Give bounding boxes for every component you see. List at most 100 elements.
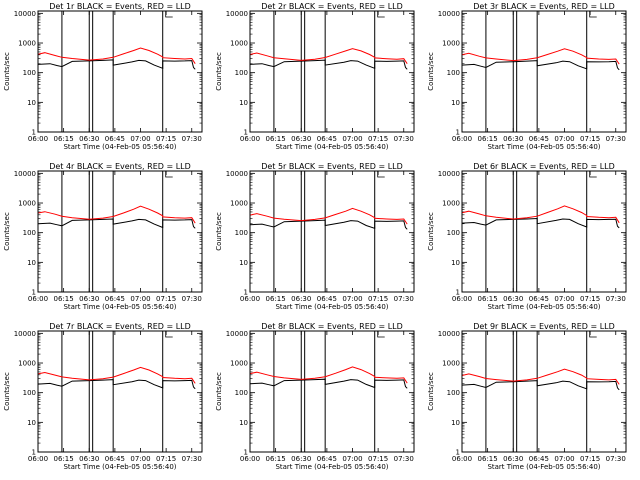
- x-tick-label: 07:30: [606, 135, 626, 143]
- y-tick-label: 1: [456, 129, 460, 137]
- chart-title: Det 3r BLACK = Events, RED = LLD: [473, 2, 615, 11]
- x-tick-label: 07:00: [130, 135, 150, 143]
- x-tick-label: 07:00: [554, 455, 574, 463]
- y-tick-label: 1: [244, 129, 248, 137]
- y-tick-label: 10: [239, 99, 248, 107]
- x-tick-label: 06:00: [240, 455, 260, 463]
- y-tick-label: 100: [447, 69, 460, 77]
- chart-panel: Det 9r BLACK = Events, RED = LLD Counts/s…: [427, 322, 627, 471]
- chart-title: Det 5r BLACK = Events, RED = LLD: [261, 162, 403, 171]
- interval-bracket: [377, 171, 385, 178]
- events-rate-line: [249, 378, 408, 389]
- lld-rate-line: [461, 205, 620, 224]
- x-tick-label: 06:45: [105, 295, 125, 303]
- x-tick-label: 07:15: [368, 455, 388, 463]
- y-tick-label: 1000: [442, 360, 460, 368]
- chart-panel: Det 5r BLACK = Events, RED = LLD Counts/s…: [215, 162, 415, 311]
- chart-panel: Det 8r BLACK = Events, RED = LLD Counts/s…: [215, 322, 415, 471]
- x-axis-label: Start Time (04-Feb-05 05:56:40): [487, 463, 600, 471]
- y-tick-label: 10: [239, 419, 248, 427]
- x-tick-label: 06:30: [79, 455, 99, 463]
- x-tick-label: 06:30: [291, 295, 311, 303]
- y-tick-label: 100: [23, 69, 36, 77]
- plot-frame: [37, 170, 203, 293]
- events-rate-line: [249, 59, 408, 70]
- y-tick-label: 1: [32, 129, 36, 137]
- x-tick-label: 07:30: [394, 455, 414, 463]
- x-tick-label: 06:30: [291, 455, 311, 463]
- y-tick-label: 1000: [230, 40, 248, 48]
- chart-title: Det 9r BLACK = Events, RED = LLD: [473, 322, 615, 331]
- x-tick-label: 06:15: [478, 135, 498, 143]
- x-tick-label: 07:30: [394, 135, 414, 143]
- x-tick-label: 07:30: [182, 455, 202, 463]
- x-tick-label: 06:45: [317, 135, 337, 143]
- y-tick-label: 1: [32, 289, 36, 297]
- y-tick-label: 10000: [14, 330, 36, 338]
- y-tick-label: 1: [244, 289, 248, 297]
- lld-rate-line: [249, 48, 408, 64]
- y-tick-label: 10: [239, 259, 248, 267]
- interval-bracket: [377, 331, 385, 338]
- y-tick-label: 1000: [18, 360, 36, 368]
- x-tick-label: 06:15: [478, 455, 498, 463]
- y-axis-label: Counts/sec: [215, 212, 223, 251]
- y-tick-label: 1: [244, 449, 248, 457]
- chart-title: Det 2r BLACK = Events, RED = LLD: [261, 2, 403, 11]
- plot-frame: [37, 10, 203, 133]
- chart-title: Det 8r BLACK = Events, RED = LLD: [261, 322, 403, 331]
- events-rate-line: [37, 379, 196, 390]
- y-tick-label: 10: [27, 419, 36, 427]
- y-axis-label: Counts/sec: [427, 372, 435, 411]
- x-axis-label: Start Time (04-Feb-05 05:56:40): [487, 143, 600, 151]
- x-tick-label: 07:00: [342, 455, 362, 463]
- x-tick-label: 06:45: [317, 455, 337, 463]
- x-tick-label: 06:45: [529, 295, 549, 303]
- x-tick-label: 06:00: [240, 295, 260, 303]
- x-tick-label: 06:45: [529, 455, 549, 463]
- x-tick-label: 06:00: [452, 295, 472, 303]
- x-tick-label: 06:00: [28, 455, 48, 463]
- x-tick-label: 06:15: [478, 295, 498, 303]
- y-tick-label: 100: [23, 389, 36, 397]
- lld-rate-line: [461, 368, 620, 385]
- events-rate-line: [461, 217, 620, 229]
- x-tick-label: 07:15: [580, 135, 600, 143]
- x-tick-label: 07:15: [368, 295, 388, 303]
- plot-frame: [249, 170, 415, 293]
- y-tick-label: 10000: [438, 330, 460, 338]
- chart-panel: Det 2r BLACK = Events, RED = LLD Counts/s…: [215, 2, 415, 151]
- x-tick-label: 07:15: [156, 135, 176, 143]
- y-tick-label: 10: [27, 259, 36, 267]
- x-tick-label: 07:00: [554, 135, 574, 143]
- chart-panel: Det 4r BLACK = Events, RED = LLD Counts/s…: [3, 162, 203, 311]
- x-tick-label: 07:15: [156, 295, 176, 303]
- x-axis-label: Start Time (04-Feb-05 05:56:40): [63, 463, 176, 471]
- y-tick-label: 10: [451, 419, 460, 427]
- chart-title: Det 7r BLACK = Events, RED = LLD: [49, 322, 191, 331]
- y-axis-label: Counts/sec: [3, 212, 11, 251]
- events-rate-line: [461, 380, 620, 391]
- y-axis-label: Counts/sec: [427, 212, 435, 251]
- y-tick-label: 10: [451, 99, 460, 107]
- x-tick-label: 06:15: [54, 135, 74, 143]
- chart-panel: Det 3r BLACK = Events, RED = LLD Counts/s…: [427, 2, 627, 151]
- x-tick-label: 07:15: [156, 455, 176, 463]
- x-tick-label: 07:15: [368, 135, 388, 143]
- interval-bracket: [589, 171, 597, 178]
- x-tick-label: 06:30: [503, 135, 523, 143]
- chart-title: Det 4r BLACK = Events, RED = LLD: [49, 162, 191, 171]
- chart-title: Det 6r BLACK = Events, RED = LLD: [473, 162, 615, 171]
- y-tick-label: 100: [447, 389, 460, 397]
- plot-frame: [461, 10, 627, 133]
- x-tick-label: 07:00: [342, 135, 362, 143]
- y-tick-label: 100: [235, 389, 248, 397]
- chart-panel: Det 1r BLACK = Events, RED = LLD Counts/s…: [3, 2, 203, 151]
- x-tick-label: 06:30: [79, 295, 99, 303]
- y-tick-label: 1000: [442, 200, 460, 208]
- x-axis-label: Start Time (04-Feb-05 05:56:40): [275, 463, 388, 471]
- x-tick-label: 07:30: [394, 295, 414, 303]
- x-tick-label: 06:30: [503, 295, 523, 303]
- x-tick-label: 06:15: [54, 455, 74, 463]
- y-tick-label: 1000: [230, 200, 248, 208]
